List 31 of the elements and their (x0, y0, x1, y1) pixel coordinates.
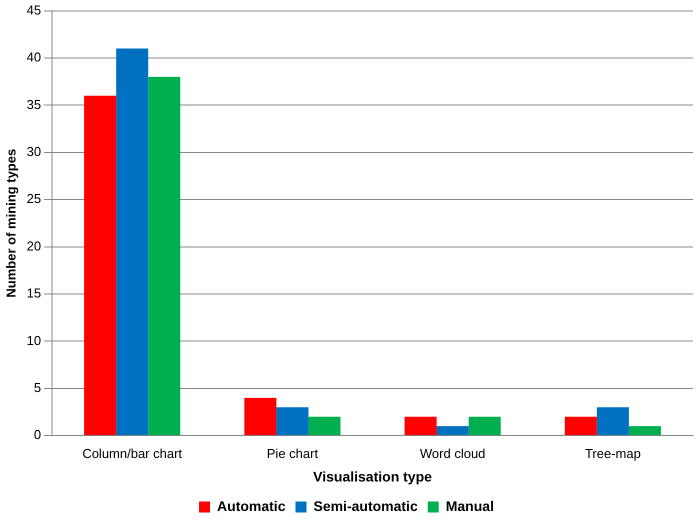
y-tick-label: 0 (34, 427, 42, 442)
y-tick-label: 20 (26, 238, 42, 254)
x-axis-title: Visualisation type (313, 468, 432, 484)
y-axis-title: Number of mining types (3, 148, 18, 298)
bar (596, 407, 629, 436)
y-tick-label: 45 (26, 2, 42, 18)
y-tick-label: 25 (26, 191, 42, 206)
bar (148, 76, 180, 436)
legend-label: Semi-automatic (313, 498, 418, 514)
y-tick-label: 10 (26, 332, 42, 348)
bar (244, 398, 276, 436)
bar (276, 407, 308, 436)
bar (84, 96, 116, 436)
bar (308, 416, 340, 436)
bar (468, 416, 501, 436)
bar (628, 426, 661, 436)
y-tick-label: 30 (26, 144, 42, 159)
legend-label: Manual (446, 498, 494, 514)
y-tick-label: 5 (34, 380, 42, 395)
x-tick-label: Word cloud (420, 446, 486, 461)
bar (564, 416, 597, 436)
x-tick-label: Column/bar chart (82, 446, 182, 461)
bar (116, 48, 148, 436)
bar (404, 416, 437, 436)
y-tick-label: 15 (26, 286, 42, 301)
x-tick-label: Pie chart (266, 446, 318, 461)
y-tick-label: 35 (26, 96, 42, 112)
y-tick-label: 40 (26, 50, 42, 65)
legend-label: Automatic (217, 498, 286, 514)
bar (436, 426, 469, 436)
x-tick-label: Tree-map (584, 446, 641, 461)
